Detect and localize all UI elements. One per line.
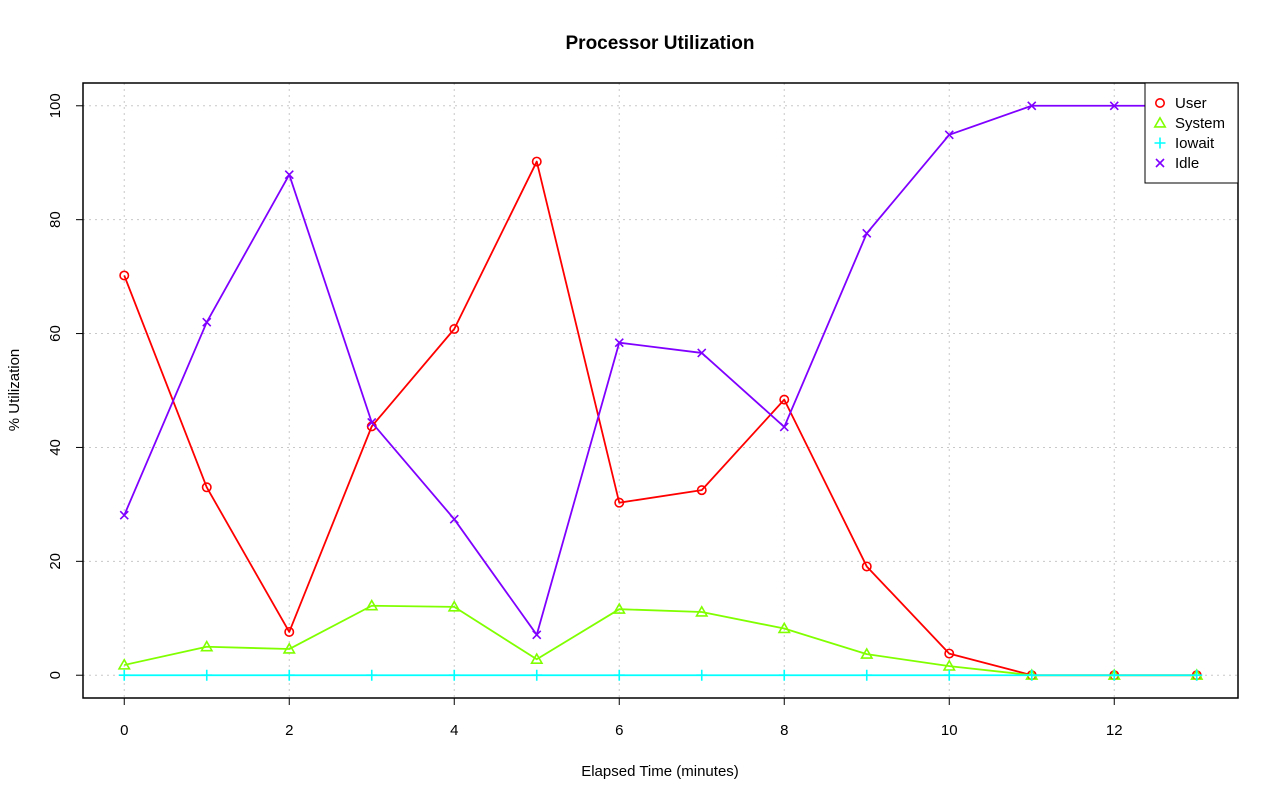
grid-lines	[83, 83, 1238, 698]
point-iowait	[118, 669, 130, 681]
point-user	[696, 485, 707, 496]
series-iowait	[118, 669, 1203, 681]
point-user	[614, 497, 625, 508]
point-iowait	[283, 669, 295, 681]
point-system	[282, 642, 296, 654]
y-tick-label: 0	[47, 671, 64, 679]
x-tick-label: 4	[450, 722, 458, 739]
point-idle	[944, 130, 954, 140]
point-iowait	[366, 669, 378, 681]
point-idle	[119, 510, 129, 520]
point-iowait	[1191, 669, 1203, 681]
point-system	[695, 605, 709, 617]
point-idle	[1027, 101, 1037, 111]
series-user	[119, 156, 1202, 681]
legend-label-user: User	[1175, 95, 1207, 112]
point-user	[779, 394, 790, 405]
point-iowait	[613, 669, 625, 681]
series-idle	[119, 101, 1202, 640]
x-tick-label: 2	[285, 722, 293, 739]
point-iowait	[943, 669, 955, 681]
y-tick-label: 40	[47, 439, 64, 456]
point-iowait	[861, 669, 873, 681]
point-iowait	[531, 669, 543, 681]
series-line-idle	[123, 104, 1197, 636]
point-user	[531, 156, 542, 167]
legend-box	[1144, 82, 1239, 184]
legend-marker-user	[1155, 98, 1166, 109]
point-idle	[697, 348, 707, 358]
point-system	[117, 658, 131, 670]
legend-label-system: System	[1175, 115, 1225, 132]
y-tick-label: 100	[47, 93, 64, 118]
point-iowait	[1026, 669, 1038, 681]
y-tick-label: 60	[47, 325, 64, 342]
x-tick-label: 10	[941, 722, 958, 739]
point-idle	[449, 514, 459, 524]
legend-label-idle: Idle	[1175, 155, 1199, 172]
series-line-user	[123, 160, 1197, 677]
x-axis: 0 2 4 6 8 10 12	[120, 697, 1123, 739]
point-user	[944, 648, 955, 659]
point-system	[365, 598, 379, 611]
legend: User System Iowait Idle	[1144, 82, 1239, 184]
point-system	[530, 652, 544, 664]
legend-marker-system	[1153, 116, 1167, 128]
point-idle	[779, 422, 789, 432]
point-idle	[367, 417, 377, 427]
x-tick-label: 8	[780, 722, 788, 739]
point-iowait	[778, 669, 790, 681]
series-system	[117, 598, 1204, 680]
chart-title: Processor Utilization	[566, 33, 755, 54]
legend-label-iowait: Iowait	[1175, 135, 1215, 152]
point-user	[201, 482, 212, 493]
point-idle	[1109, 101, 1119, 111]
x-tick-label: 0	[120, 722, 128, 739]
point-iowait	[448, 669, 460, 681]
point-idle	[614, 338, 624, 348]
point-iowait	[1108, 669, 1120, 681]
legend-marker-idle	[1155, 158, 1165, 168]
point-idle	[862, 228, 872, 238]
y-axis-label: % Utilization	[6, 349, 23, 432]
point-iowait	[696, 669, 708, 681]
point-user	[449, 323, 460, 334]
point-user	[284, 626, 295, 637]
series-line-system	[124, 604, 1197, 677]
point-idle	[284, 170, 294, 180]
point-system	[612, 602, 626, 614]
y-tick-label: 80	[47, 211, 64, 228]
point-iowait	[201, 669, 213, 681]
series-layer	[117, 101, 1204, 681]
point-idle	[532, 630, 542, 640]
point-system	[860, 647, 874, 659]
y-tick-label: 20	[47, 553, 64, 570]
point-idle	[202, 317, 212, 327]
x-tick-label: 6	[615, 722, 623, 739]
x-axis-label: Elapsed Time (minutes)	[581, 763, 739, 780]
point-system	[777, 621, 791, 634]
point-user	[861, 561, 872, 572]
plot-frame	[82, 82, 1239, 699]
y-axis: 0 20 40 60 80 100	[47, 93, 84, 679]
point-system	[447, 600, 461, 612]
point-system	[200, 639, 214, 652]
point-user	[119, 270, 130, 281]
legend-marker-iowait	[1154, 137, 1166, 149]
x-tick-label: 12	[1106, 722, 1123, 739]
